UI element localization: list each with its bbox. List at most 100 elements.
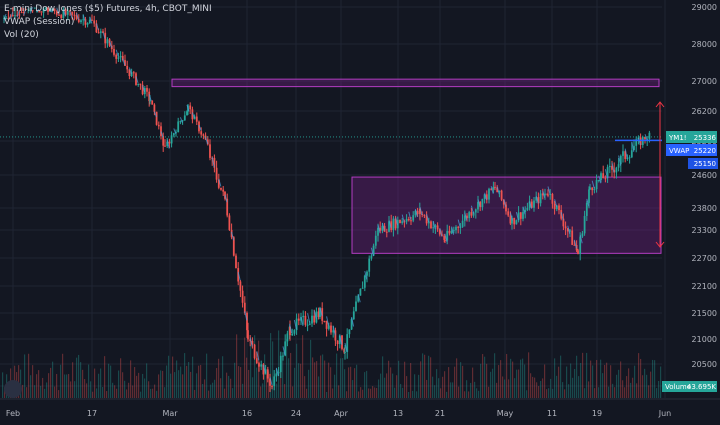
candle-body — [222, 189, 225, 192]
candle-body — [593, 189, 596, 191]
vwap-segment — [567, 225, 571, 235]
volume-bar — [28, 353, 30, 398]
volume-bar — [358, 391, 360, 398]
candle-body — [496, 187, 499, 193]
candle-body — [3, 17, 5, 19]
volume-bar — [468, 391, 470, 398]
volume-bar — [394, 387, 396, 398]
candle-body — [551, 193, 554, 204]
volume-bar — [308, 369, 310, 398]
vwap-segment — [611, 162, 615, 173]
volume-bar — [42, 377, 44, 398]
candle-body — [155, 111, 158, 125]
candle-body — [622, 151, 624, 156]
volume-bar — [234, 362, 236, 398]
candle-body — [164, 145, 166, 147]
volume-bar — [174, 372, 176, 398]
volume-bar — [584, 388, 586, 398]
volume-bar — [446, 391, 448, 398]
vwap-segment — [432, 220, 436, 230]
vwap-segment — [29, 7, 33, 14]
candle-body — [7, 18, 10, 20]
y-tick-label: 22700 — [692, 254, 717, 263]
volume-bar — [492, 368, 494, 398]
volume-bar — [634, 365, 636, 398]
volume-bar — [610, 365, 612, 398]
candle-body — [31, 10, 34, 12]
candle-body — [385, 231, 388, 233]
candle-body — [494, 186, 496, 188]
volume-bar — [278, 330, 280, 398]
candle-body — [372, 245, 375, 256]
volume-bar — [344, 369, 346, 398]
vwap-segment — [282, 346, 286, 356]
volume-bar — [646, 374, 648, 398]
candle-body — [341, 335, 343, 349]
vwap-segment — [218, 178, 222, 187]
candle-body — [366, 271, 368, 276]
volume-bar — [156, 390, 158, 398]
vwap-segment — [313, 310, 317, 320]
volume-bar — [600, 359, 602, 398]
volume-bar — [86, 383, 88, 398]
vwap-segment — [618, 155, 622, 166]
volume-bar — [478, 390, 480, 398]
volume-bar — [370, 388, 372, 398]
volume-bar — [618, 369, 620, 398]
volume-bar — [416, 391, 418, 398]
candle-body — [524, 209, 527, 213]
volume-bar — [300, 363, 302, 398]
volume-bar — [360, 387, 362, 398]
candle-body — [357, 295, 360, 302]
candle-body — [564, 226, 567, 229]
volume-bar — [572, 377, 574, 398]
vwap-segment — [377, 224, 381, 233]
volume-bar — [326, 391, 328, 398]
candle-body — [546, 193, 549, 195]
vwap-segment — [414, 208, 418, 218]
volume-bar — [110, 365, 112, 398]
candle-body — [528, 201, 531, 208]
candle-body — [146, 88, 148, 92]
time-axis[interactable] — [0, 398, 720, 425]
volume-bar — [526, 390, 528, 398]
volume-bar — [100, 368, 102, 398]
volume-bar — [188, 361, 190, 398]
volume-bar — [216, 368, 218, 398]
candle-body — [589, 187, 591, 190]
volume-bar — [442, 376, 444, 398]
candle-body — [226, 198, 229, 216]
volume-bar — [512, 361, 514, 398]
volume-bar — [290, 352, 292, 398]
volume-bar — [140, 391, 142, 398]
volume-bar — [338, 385, 340, 398]
candle-body — [195, 116, 198, 122]
price-axis[interactable] — [666, 0, 720, 425]
volume-bar — [44, 388, 46, 398]
vwap-segment — [591, 180, 595, 189]
volume-bar — [62, 353, 64, 398]
candle-body — [381, 225, 384, 231]
volume-bar — [250, 345, 252, 398]
volume-bar — [632, 377, 634, 398]
volume-bar — [190, 371, 192, 398]
volume-bar — [26, 387, 28, 398]
candle-body — [198, 121, 200, 132]
candle-body — [423, 214, 426, 216]
volume-bar — [570, 363, 572, 398]
vwap-segment — [160, 131, 164, 137]
volume-bar — [76, 357, 78, 398]
candle-body — [436, 225, 439, 230]
volume-bar — [448, 367, 450, 398]
volume-bar — [554, 358, 556, 398]
candle-body — [75, 15, 78, 20]
candle-body — [11, 15, 14, 17]
vwap-segment — [186, 104, 190, 112]
candle-body — [62, 9, 65, 18]
volume-bar — [482, 354, 484, 398]
volume-bar — [194, 389, 196, 398]
volume-bar — [608, 386, 610, 398]
volume-bar — [510, 358, 512, 398]
volume-bar — [146, 363, 148, 398]
